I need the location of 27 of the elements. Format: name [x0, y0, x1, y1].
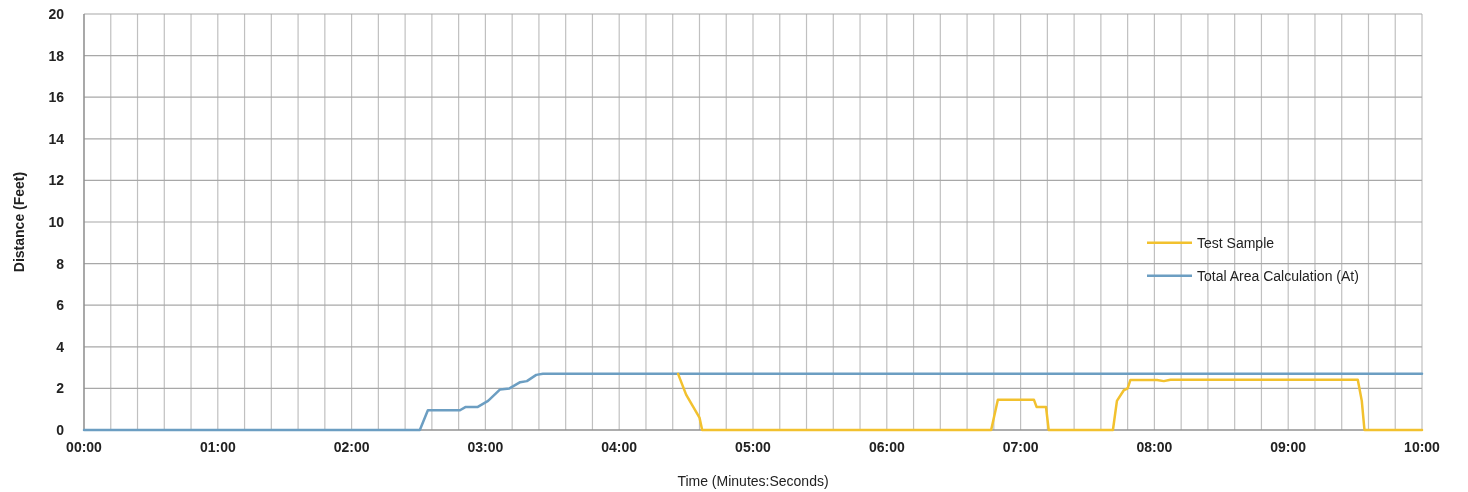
x-tick-label: 06:00 — [868, 439, 905, 455]
y-axis-title: Distance (Feet) — [11, 171, 27, 273]
x-tick-label: 05:00 — [735, 439, 772, 455]
y-tick-label: 18 — [48, 47, 65, 64]
y-tick-label: 16 — [48, 89, 65, 106]
legend-label: Total Area Calculation (At) — [1197, 267, 1359, 284]
x-tick-label: 00:00 — [66, 439, 103, 455]
x-axis-title: Time (Minutes:Seconds) — [677, 473, 829, 489]
y-tick-label: 8 — [56, 255, 65, 272]
y-tick-label: 6 — [56, 297, 65, 314]
y-tick-label: 0 — [56, 422, 65, 438]
y-tick-label: 4 — [56, 338, 65, 355]
x-tick-label: 08:00 — [1136, 439, 1173, 455]
y-tick-label: 20 — [48, 6, 65, 22]
x-tick-label: 03:00 — [467, 439, 504, 455]
y-tick-label: 12 — [48, 172, 65, 189]
y-tick-label: 10 — [48, 214, 65, 230]
x-tick-label: 10:00 — [1404, 439, 1441, 455]
line-series — [676, 372, 1424, 432]
y-tick-label: 14 — [48, 130, 65, 147]
x-tick-label: 09:00 — [1270, 439, 1307, 455]
y-tick-label: 2 — [56, 380, 65, 397]
x-tick-label: 04:00 — [601, 439, 638, 455]
legend-label: Test Sample — [1197, 234, 1275, 251]
x-tick-label: 01:00 — [199, 439, 236, 455]
x-tick-label: 02:00 — [333, 439, 370, 455]
x-tick-label: 07:00 — [1002, 439, 1039, 455]
